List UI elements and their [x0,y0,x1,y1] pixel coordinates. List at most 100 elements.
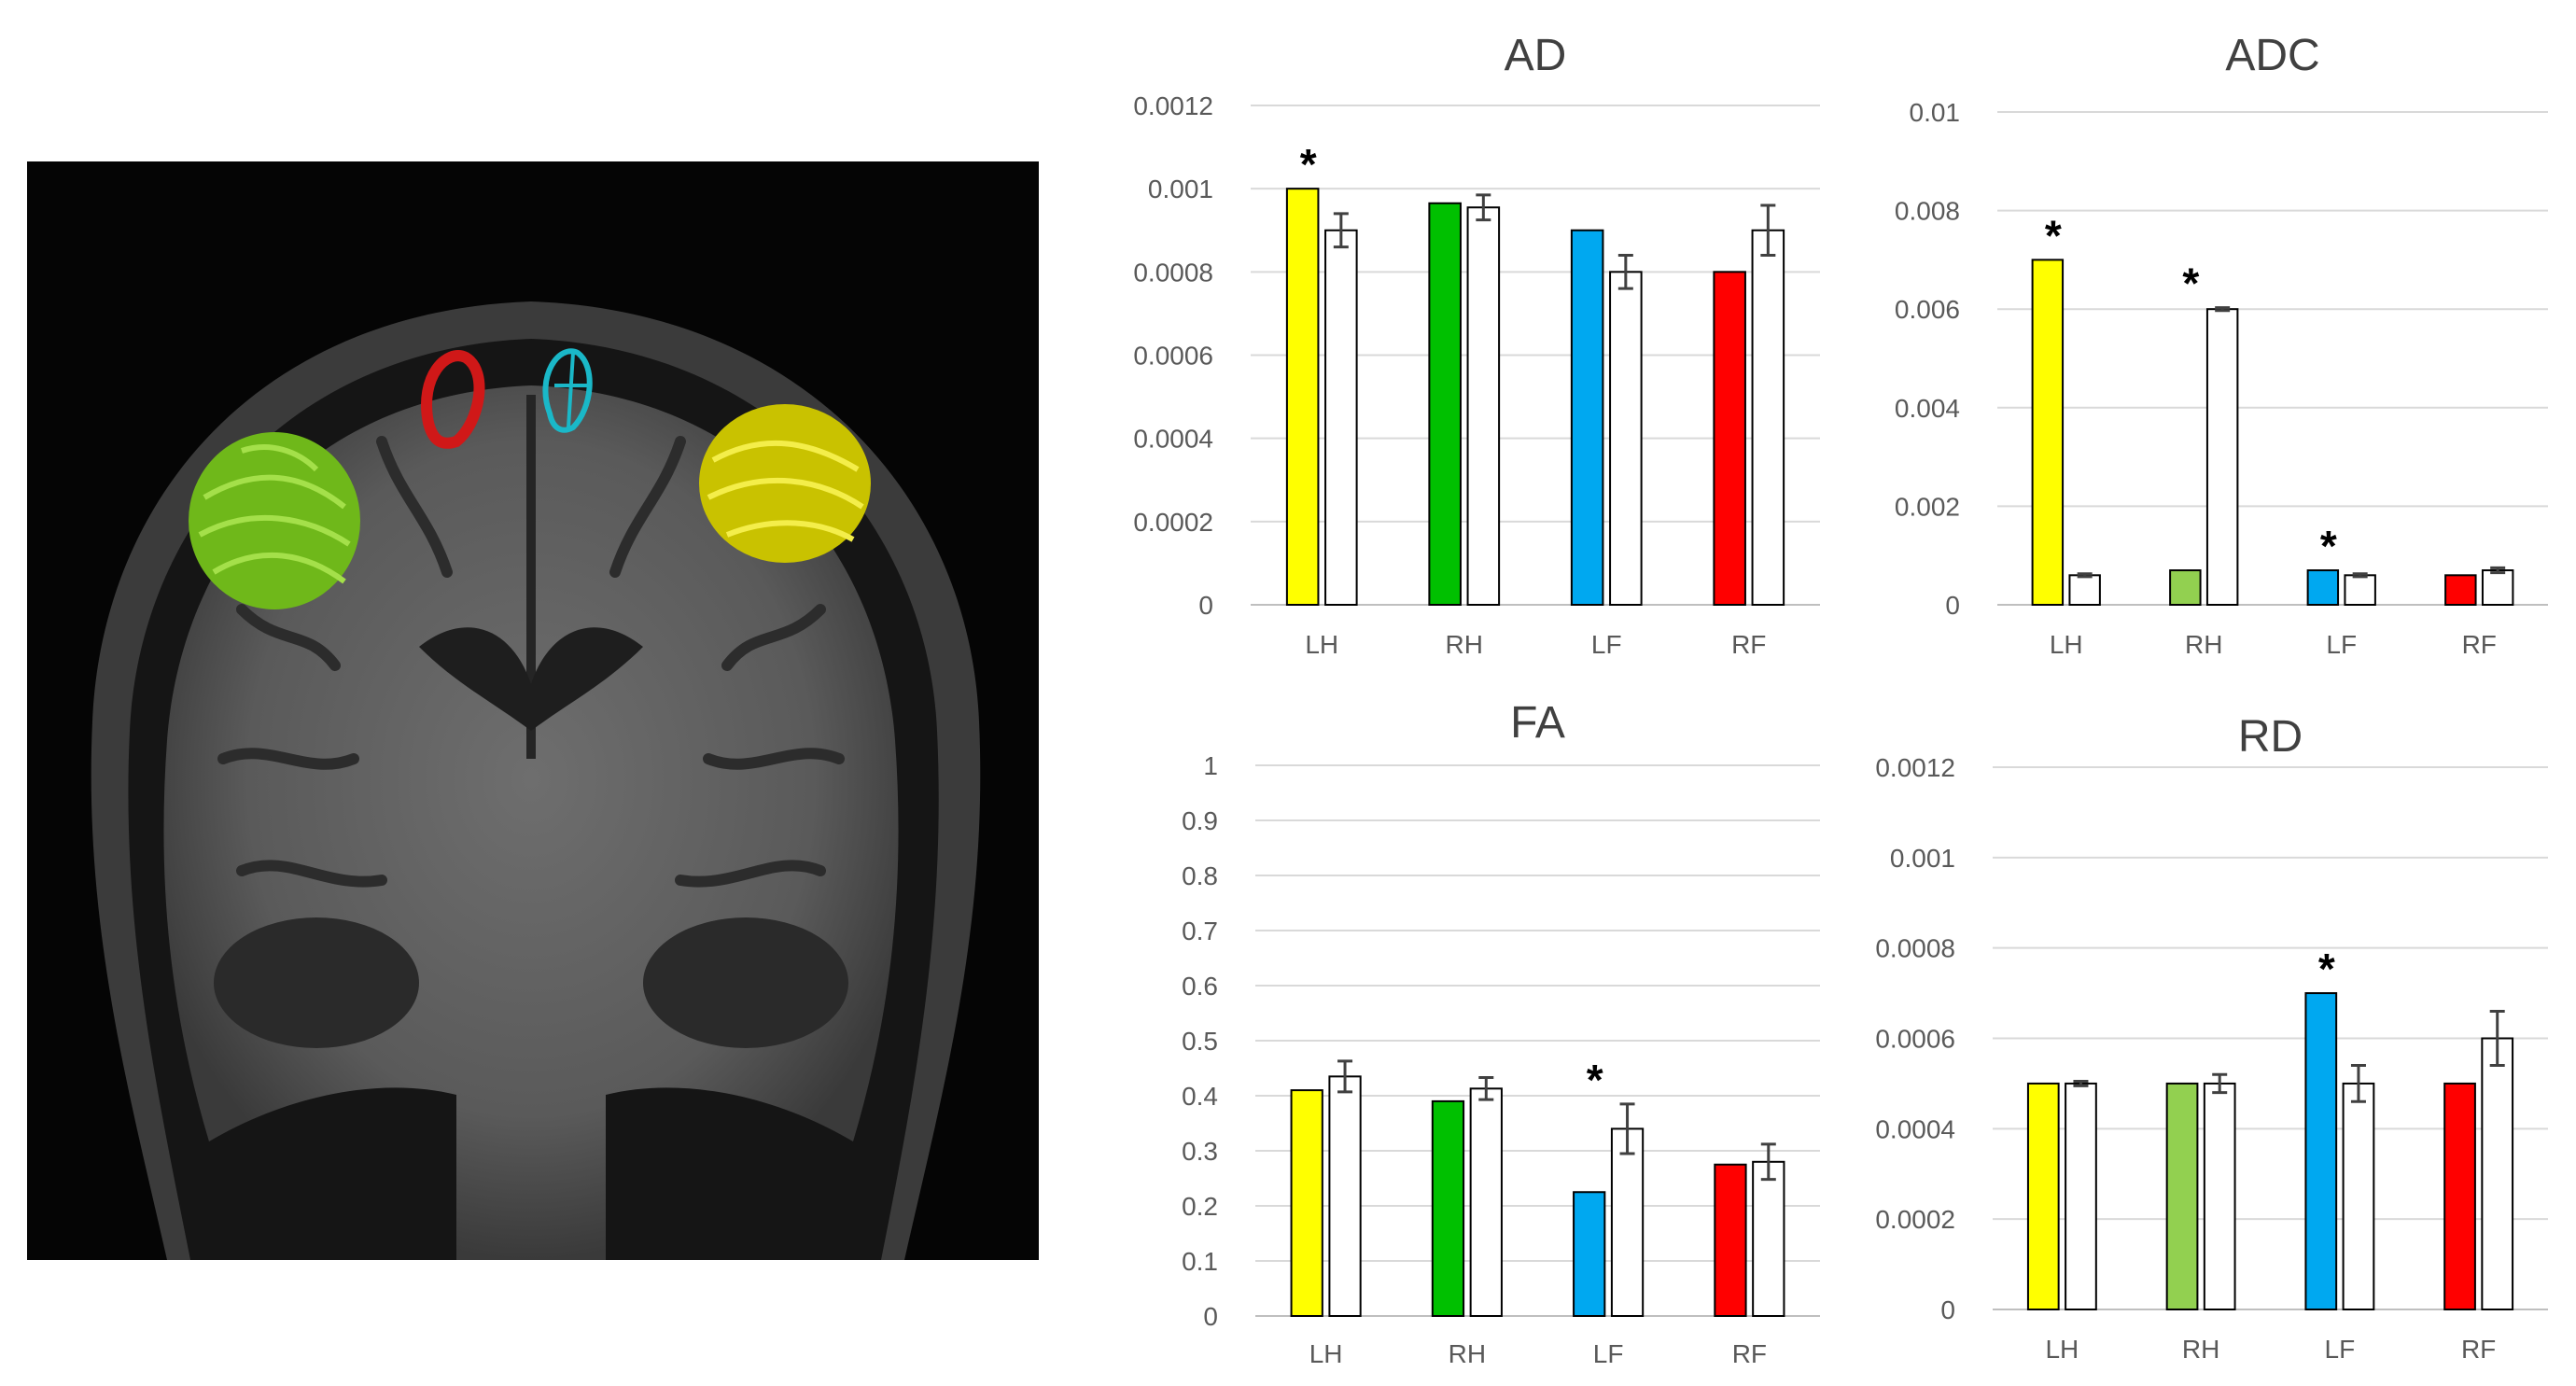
fa-significance-star: * [1587,1056,1603,1104]
ad-ytick-label: 0.0002 [1133,508,1213,537]
ad-bar-control-lh [1324,229,1358,606]
ad-category-label: RH [1446,630,1483,659]
tract-yellow [699,404,871,563]
rd-bar-control-lf [2342,1082,2375,1310]
adc-bar-patient-rh [2169,569,2202,606]
ad-ytick-label: 0.0008 [1133,258,1213,287]
fa-ytick-label: 0.8 [1182,861,1218,890]
fa-ytick-label: 0.2 [1182,1192,1218,1221]
rd-significance-star: * [2318,945,2335,993]
fa-bar-patient-lh [1290,1089,1323,1317]
adc-ytick-label: 0.002 [1895,492,1960,521]
rd-category-label: LF [2325,1335,2356,1364]
adc-ytick-label: 0.004 [1895,394,1960,423]
fa-errorbar-rf [1760,1142,1776,1182]
rd-errorbar-lf [2350,1064,2366,1103]
ad-ytick-label: 0.001 [1148,175,1213,203]
adc-bar-control-lh [2068,574,2101,607]
fa-ytick-label: 0.4 [1182,1082,1218,1111]
chart-rd: RD 0 0.0002 0.0004 0.0006 0.0008 0.001 0.0012 LH… [1829,695,2567,1381]
adc-category-label: RF [2462,630,2497,659]
rd-category-label: RH [2182,1335,2219,1364]
fa-category-label: RH [1449,1339,1486,1368]
adc-category-label: LH [2050,630,2083,659]
ad-category-label: LF [1591,630,1622,659]
fa-category-label: LF [1593,1339,1624,1368]
tract-green [189,432,360,609]
rd-bar-control-rf [2481,1037,2514,1310]
adc-bar-control-rh [2205,308,2239,606]
rd-ytick-label: 0.0012 [1875,753,1955,782]
adc-bar-control-lf [2344,574,2376,607]
adc-chart-svg: ADC 0 0.002 0.004 0.006 0.008 0.01 LH * RH * LF * RF [1895,31,2548,659]
chart-ad: AD 0 0.0002 0.0004 0.0006 0.0008 0.001 0.0012 LH… [1083,19,1829,672]
fa-errorbar-lf [1619,1102,1635,1155]
adc-significance-star: * [2045,211,2062,259]
adc-bar-control-rf [2481,569,2514,606]
rd-errorbar-lh [2073,1079,2089,1087]
ad-errorbar-rf [1760,203,1776,257]
ad-significance-star: * [1300,140,1317,189]
fa-bar-control-lh [1328,1075,1362,1317]
adc-bar-patient-lf [2306,569,2340,606]
fa-ytick-label: 0.7 [1182,917,1218,945]
ad-category-label: RF [1731,630,1766,659]
adc-bar-patient-rf [2444,574,2477,607]
adc-ytick-label: 0.006 [1895,295,1960,324]
fa-category-label: RF [1732,1339,1767,1368]
ad-ytick-label: 0.0004 [1133,425,1213,454]
chart-adc: ADC 0 0.002 0.004 0.006 0.008 0.01 LH * RH * LF * RF [1829,19,2567,672]
adc-ytick-label: 0 [1945,591,1960,620]
ad-ytick-label: 0.0006 [1133,342,1213,371]
adc-category-label: LF [2326,630,2357,659]
adc-errorbar-rh [2215,306,2231,313]
ad-bar-control-rf [1751,229,1785,606]
fa-bar-control-rf [1752,1160,1785,1317]
rd-ytick-label: 0.001 [1890,844,1955,873]
fa-ytick-label: 1 [1203,751,1218,780]
fa-chart-svg: FA 0 0.1 0.2 0.3 0.4 0.5 0.6 0.7 0.8 0.9 1 LH RH LF * RF [1182,698,1820,1368]
ad-chart-svg: AD 0 0.0002 0.0004 0.0006 0.0008 0.001 0.0012 LH… [1133,31,1820,659]
adc-ytick-label: 0.008 [1895,197,1960,226]
adc-ytick-label: 0.01 [1910,98,1961,127]
rd-errorbar-rh [2212,1072,2228,1095]
ad-bar-control-lf [1609,271,1643,606]
ad-ytick-label: 0.0012 [1133,91,1213,120]
ad-errorbar-lf [1617,254,1633,290]
fa-ytick-label: 0.3 [1182,1137,1218,1166]
fa-bar-control-lf [1610,1127,1645,1317]
rd-title: RD [2238,712,2303,762]
adc-category-label: RH [2185,630,2222,659]
ad-category-label: LH [1305,630,1338,659]
fa-category-label: LH [1309,1339,1343,1368]
rd-ytick-label: 0.0006 [1875,1025,1955,1054]
ad-bar-patient-lh [1285,188,1320,607]
ad-title: AD [1505,31,1567,80]
fa-bar-patient-rh [1431,1099,1465,1317]
ad-errorbar-lh [1333,212,1349,249]
fa-errorbar-rh [1478,1076,1494,1101]
fa-ytick-label: 0 [1203,1302,1218,1331]
ad-ytick-label: 0 [1198,591,1213,620]
fa-errorbar-lh [1337,1059,1353,1094]
rd-bar-patient-rf [2443,1082,2476,1310]
rd-ytick-label: 0.0002 [1875,1205,1955,1234]
chart-fa: FA 0 0.1 0.2 0.3 0.4 0.5 0.6 0.7 0.8 0.9 1 LH RH LF * RF [1083,695,1829,1381]
rd-ytick-label: 0.0008 [1875,934,1955,963]
rd-bar-patient-lf [2304,992,2338,1310]
tract-cyan [542,348,593,433]
fa-ytick-label: 0.5 [1182,1027,1218,1056]
fa-title: FA [1510,698,1565,748]
adc-significance-star: * [2182,259,2199,308]
fa-bar-patient-rf [1714,1163,1747,1317]
rd-bar-patient-rh [2165,1082,2199,1310]
rd-bar-control-rh [2203,1082,2236,1310]
ad-bar-patient-rf [1713,271,1746,606]
rd-category-label: LH [2045,1335,2079,1364]
fa-bar-patient-lf [1573,1191,1606,1317]
fa-ytick-label: 0.6 [1182,972,1218,1001]
adc-bar-patient-lh [2031,259,2065,606]
rd-ytick-label: 0 [1940,1295,1955,1324]
adc-errorbar-lh [2077,572,2093,579]
rd-bar-control-lh [2065,1082,2097,1310]
